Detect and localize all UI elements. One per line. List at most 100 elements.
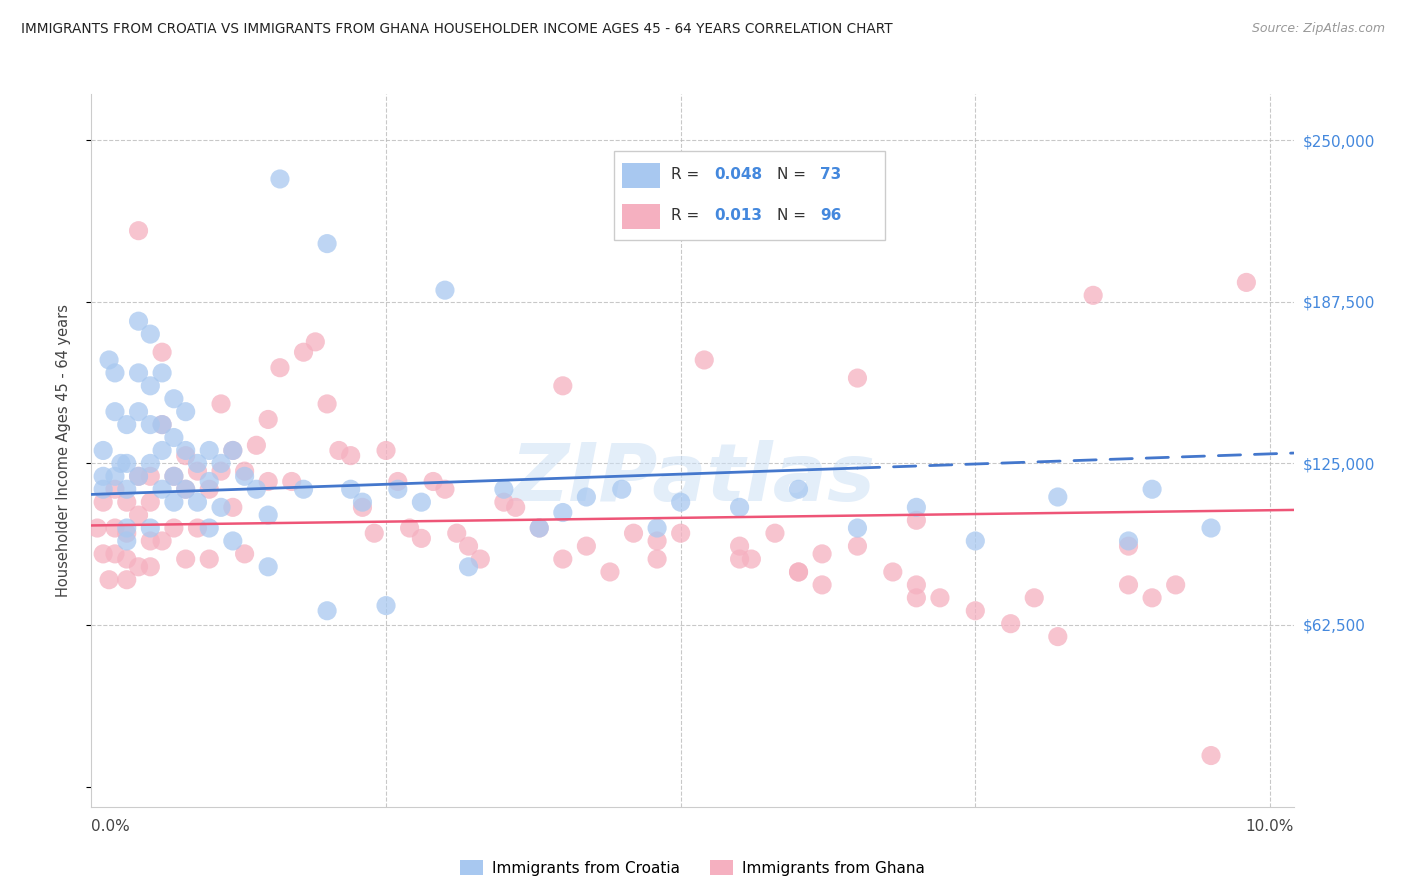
Point (186, 495, 208, 509)
Point (551, 506, 574, 520)
Point (222, 443, 245, 458)
Point (1199, 748, 1222, 763)
Point (352, 500, 374, 515)
Text: 0.0%: 0.0% (91, 819, 131, 834)
Point (905, 513, 928, 527)
Point (104, 521, 127, 535)
Point (328, 443, 350, 458)
Point (245, 482, 267, 496)
Text: Source: ZipAtlas.com: Source: ZipAtlas.com (1251, 22, 1385, 36)
Point (470, 552, 492, 566)
Point (233, 547, 256, 561)
Point (575, 539, 598, 553)
Point (965, 533, 987, 548)
Point (98, 353, 121, 368)
Point (139, 533, 162, 548)
Point (457, 559, 479, 574)
Point (128, 314, 150, 328)
Point (139, 469, 162, 483)
Point (575, 490, 598, 504)
Point (128, 469, 150, 483)
Point (645, 533, 668, 548)
Point (222, 500, 245, 515)
Point (198, 552, 221, 566)
Point (115, 456, 138, 470)
Point (128, 508, 150, 522)
Point (446, 526, 468, 541)
Point (174, 443, 197, 458)
Point (115, 482, 138, 496)
Point (115, 533, 138, 548)
Point (163, 469, 186, 483)
Point (139, 417, 162, 432)
Point (292, 482, 315, 496)
Point (433, 283, 456, 297)
Point (529, 521, 551, 535)
Point (150, 417, 173, 432)
Point (492, 482, 515, 496)
Point (115, 552, 138, 566)
Point (281, 475, 304, 489)
Point (1000, 616, 1022, 631)
Point (623, 526, 645, 541)
Point (209, 397, 232, 411)
Point (811, 547, 834, 561)
Point (411, 495, 433, 509)
Point (551, 379, 574, 393)
Legend: Immigrants from Croatia, Immigrants from Ghana: Immigrants from Croatia, Immigrants from… (454, 855, 931, 882)
Point (91, 547, 114, 561)
Text: 10.0%: 10.0% (1246, 819, 1294, 834)
Point (316, 236, 339, 251)
Point (1164, 578, 1187, 592)
Point (163, 431, 186, 445)
Point (163, 495, 186, 509)
Point (104, 547, 127, 561)
Point (115, 417, 138, 432)
Point (257, 412, 280, 426)
Point (139, 327, 162, 342)
Point (529, 521, 551, 535)
Point (150, 443, 173, 458)
Point (645, 552, 668, 566)
Point (110, 456, 132, 470)
Point (198, 482, 221, 496)
Point (551, 552, 574, 566)
Point (1083, 288, 1105, 302)
Point (363, 526, 385, 541)
Point (492, 495, 515, 509)
Point (174, 405, 197, 419)
Point (1199, 521, 1222, 535)
Point (174, 482, 197, 496)
Point (387, 475, 409, 489)
Point (257, 559, 280, 574)
Point (929, 591, 952, 605)
Point (599, 565, 621, 579)
Point (139, 559, 162, 574)
Point (1118, 539, 1140, 553)
Point (91, 443, 114, 458)
Point (198, 521, 221, 535)
Point (787, 565, 810, 579)
Point (763, 526, 786, 541)
Point (422, 475, 444, 489)
Point (150, 533, 173, 548)
Point (257, 508, 280, 522)
Point (433, 482, 456, 496)
Point (186, 456, 208, 470)
Point (104, 482, 127, 496)
Point (316, 397, 339, 411)
Point (1046, 490, 1069, 504)
Point (610, 482, 633, 496)
Point (787, 482, 810, 496)
Point (115, 573, 138, 587)
Point (728, 552, 751, 566)
Point (163, 392, 186, 406)
Point (150, 345, 173, 359)
Point (163, 469, 186, 483)
Point (339, 482, 361, 496)
Point (198, 443, 221, 458)
Point (233, 464, 256, 478)
Point (905, 591, 928, 605)
Point (186, 521, 208, 535)
Point (905, 500, 928, 515)
